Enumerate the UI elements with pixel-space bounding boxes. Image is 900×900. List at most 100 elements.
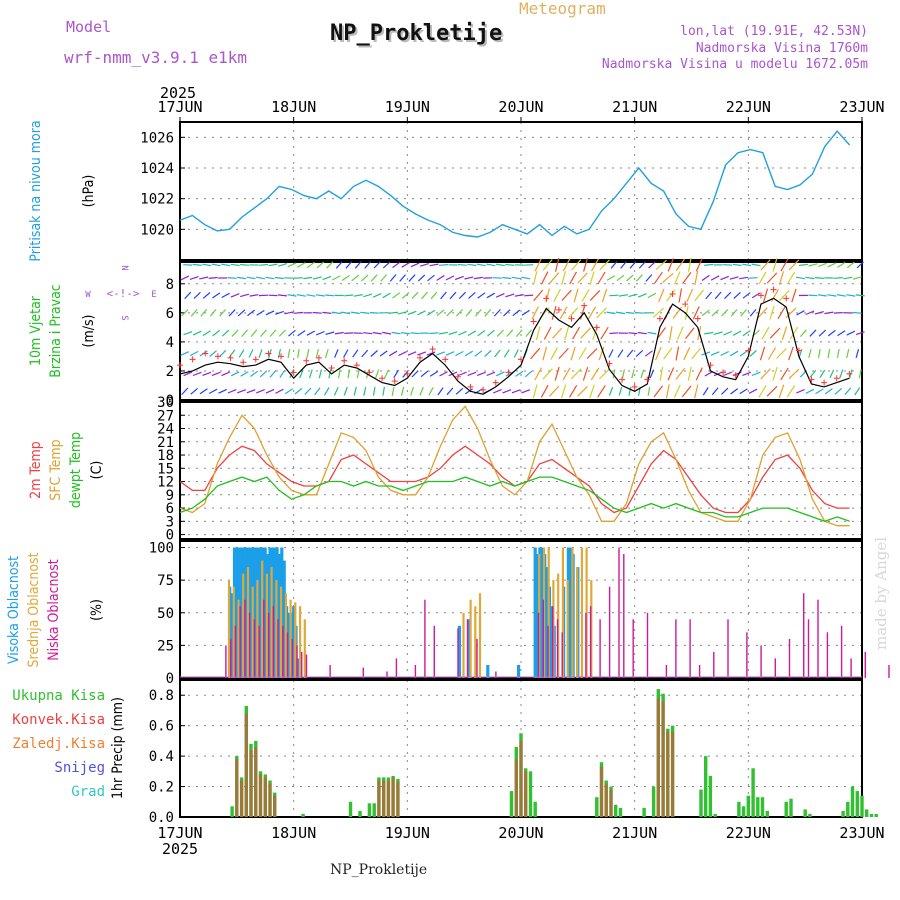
wind-arrow (766, 272, 778, 284)
wind-arrow (758, 384, 767, 398)
wind-arrow (858, 369, 862, 379)
precip-bar (524, 771, 528, 817)
precip-bar (528, 771, 533, 817)
wind-arrow (721, 309, 729, 317)
cloud-bar (864, 651, 866, 678)
wind-arrow (601, 288, 608, 303)
wind-arrow (248, 349, 254, 358)
wind-arrow (570, 368, 582, 380)
cloud-bar (517, 665, 521, 678)
cloud-bar (547, 625, 549, 678)
wind-arrow (532, 384, 538, 399)
temp-line-2 (179, 476, 850, 522)
wind-arrow (769, 327, 781, 339)
wind-arrow (297, 348, 300, 359)
precip-bar (604, 783, 608, 817)
wind-arrow (521, 309, 530, 316)
wind-gust-mark (189, 356, 196, 363)
wind-arrow (780, 367, 789, 381)
wind-arrow (686, 288, 694, 303)
wind-unit: (m/s) (81, 315, 97, 348)
precip-bar (760, 797, 765, 817)
wind-arrow (525, 329, 533, 337)
wind-arrow (772, 367, 778, 381)
wind-arrow (306, 261, 315, 269)
precip-bar (846, 801, 850, 817)
wind-arrow (514, 294, 524, 297)
wind-arrow (606, 275, 616, 281)
wind-arrow (681, 385, 692, 398)
wind-arrow (410, 262, 420, 268)
precip-legend-1: Konvek.Kisa (12, 712, 105, 728)
wind-arrow (667, 367, 675, 381)
wind-arrow (647, 386, 651, 396)
ytick-label: 25 (157, 638, 174, 654)
wind-gust-mark (480, 386, 487, 393)
precip-bar (618, 807, 623, 817)
cloud-bar (474, 606, 477, 678)
precip-bar (509, 791, 514, 817)
wind-arrow (467, 263, 477, 267)
precip-bar (514, 759, 518, 817)
wind-arrow (468, 291, 476, 299)
cloud-bar (275, 580, 278, 678)
ytick-label: 2 (166, 364, 174, 380)
wind-arrow (492, 389, 502, 394)
lonlat-label: lon,lat (19.91E, 42.53N) (680, 24, 868, 39)
wind-arrow (370, 350, 378, 357)
cloud-bar (329, 665, 331, 678)
wind-arrow (183, 331, 193, 336)
wind-arrow (506, 329, 514, 337)
ytick-label: 0 (166, 393, 174, 409)
wind-arrow (761, 326, 770, 340)
wind-gust-mark (568, 315, 575, 322)
wind-arrow (618, 294, 628, 297)
precip-bar (258, 774, 263, 817)
ytick-label: 1026 (140, 130, 174, 146)
wind-arrow (231, 329, 239, 337)
wind-arrow (844, 387, 852, 396)
wind-arrow (258, 349, 263, 358)
cloud-bar (242, 573, 245, 678)
xtick-label-top: 20JUN (498, 98, 543, 116)
cloud-bar (665, 665, 668, 678)
wind-arrow (288, 329, 296, 337)
wind-arrow (852, 311, 862, 314)
wind-arrow (749, 350, 757, 357)
wind-arrow (558, 347, 569, 360)
wind-arrow (353, 294, 363, 297)
wind-arrow (837, 261, 846, 268)
wind-gust-mark (328, 365, 335, 372)
wind-arrow (827, 262, 837, 268)
wind-gust-mark (366, 369, 373, 376)
wind-arrow (293, 311, 303, 314)
precip-bar (254, 747, 258, 817)
wind-arrow (855, 294, 865, 297)
wind-arrow (407, 310, 417, 315)
wind-arrow (846, 348, 850, 359)
wind-arrow (817, 294, 827, 297)
precip-bar (784, 801, 788, 817)
wind-arrow (569, 271, 578, 285)
wind-gust-mark (303, 357, 310, 364)
wind-gust-mark (656, 315, 663, 322)
wind-arrow (701, 309, 710, 317)
cloud-bar (289, 599, 292, 678)
wind-arrow (843, 276, 853, 280)
wind-arrow (401, 262, 410, 268)
cloud-bar (803, 593, 805, 678)
wind-arrow (695, 367, 703, 381)
wind-arrow (683, 346, 691, 361)
wind-arrow (675, 367, 686, 380)
wind-arrow (856, 261, 864, 269)
wind-arrow (407, 351, 417, 356)
wind-arrow (436, 351, 445, 356)
wind-arrow (240, 293, 250, 298)
wind-arrow (373, 261, 381, 269)
cloud-bar (774, 658, 776, 678)
wind-gust-mark (669, 290, 676, 297)
precip-bar (704, 756, 708, 817)
wind-arrow (361, 274, 369, 282)
wind-arrow (493, 309, 501, 317)
